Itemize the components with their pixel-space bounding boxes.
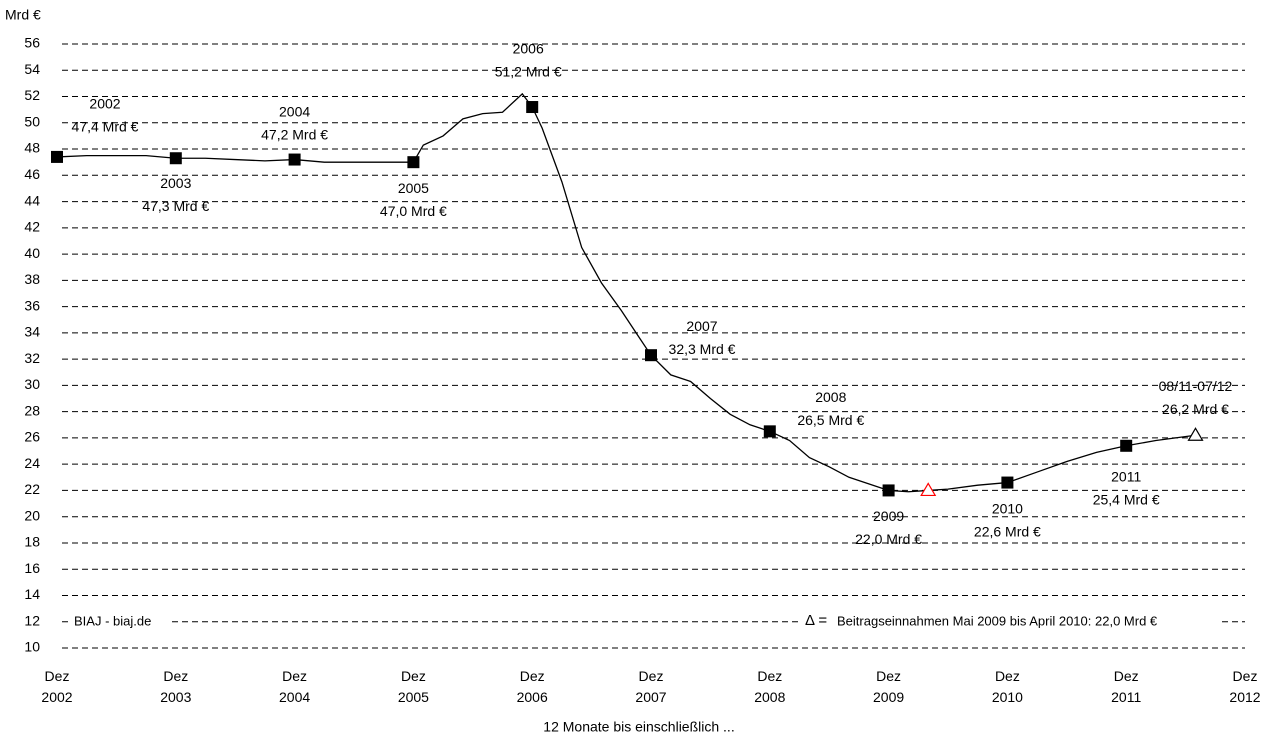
marker [1120, 439, 1133, 452]
point-label: 2011 [1111, 468, 1141, 484]
point-label: 2005 [398, 180, 429, 196]
y-tick-label: 56 [24, 35, 40, 51]
x-tick-label: Dez 2006 [516, 668, 548, 705]
x-axis-label: 12 Monate bis einschließlich ... [543, 719, 734, 735]
value-label: 22,6 Mrd € [974, 523, 1041, 539]
y-tick-label: 20 [24, 507, 40, 523]
x-tick-label: Dez 2010 [991, 668, 1023, 705]
point-label: 2008 [815, 389, 846, 405]
marker [169, 152, 182, 165]
value-label: 51,2 Mrd € [495, 64, 562, 80]
value-label: 26,5 Mrd € [797, 412, 864, 428]
y-tick-label: 48 [24, 140, 40, 156]
y-tick-label: 28 [24, 402, 40, 418]
y-tick-label: 40 [24, 245, 40, 261]
value-label: 32,3 Mrd € [669, 341, 736, 357]
value-label: 47,3 Mrd € [142, 198, 209, 214]
y-tick-label: 24 [24, 455, 40, 471]
y-tick-label: 42 [24, 219, 40, 235]
point-label: 2003 [160, 175, 191, 191]
note-symbol: Δ = [805, 612, 827, 629]
marker [407, 156, 420, 169]
source-bg [68, 611, 172, 633]
y-tick-label: 46 [24, 166, 40, 182]
point-label: 2002 [89, 96, 120, 112]
y-tick-label: 54 [24, 61, 40, 77]
end-marker [1187, 427, 1204, 441]
x-tick-label: Dez 2012 [1229, 668, 1261, 705]
note-bg [800, 609, 1222, 633]
x-tick-label: Dez 2004 [279, 668, 311, 705]
x-tick-label: Dez 2011 [1111, 668, 1142, 705]
source: BIAJ - biaj.de [74, 613, 151, 628]
x-tick-label: Dez 2003 [160, 668, 192, 705]
marker [526, 101, 539, 114]
point-label: 2007 [686, 318, 717, 334]
y-axis-label: Mrd € [5, 7, 41, 23]
line [56, 92, 1196, 493]
value-label: 26,2 Mrd € [1162, 401, 1229, 417]
note: Beitragseinnahmen Mai 2009 bis April 201… [837, 613, 1158, 628]
marker [1001, 476, 1014, 489]
y-tick-label: 44 [24, 192, 40, 208]
y-tick-label: 52 [24, 87, 40, 103]
marker [645, 349, 657, 362]
value-label: 25,4 Mrd € [1093, 491, 1160, 507]
marker [763, 425, 776, 438]
x-tick-label: Dez 2009 [873, 668, 905, 705]
y-tick-label: 10 [24, 639, 40, 655]
y-tick-label: 34 [24, 324, 40, 340]
marker [882, 484, 895, 497]
y-tick-label: 32 [24, 350, 40, 366]
point-label: 2004 [279, 103, 310, 119]
value-label: 47,2 Mrd € [261, 126, 328, 142]
x-tick-label: Dez 2002 [41, 668, 73, 705]
marker [51, 150, 63, 163]
value-label: 22,0 Mrd € [855, 531, 922, 547]
y-tick-label: 30 [24, 376, 40, 392]
point-label: 08/11-07/12 [1159, 378, 1233, 394]
point-label: 2006 [513, 41, 544, 57]
note-marker [920, 482, 937, 497]
point-label: 2009 [873, 508, 904, 524]
y-tick-label: 22 [24, 481, 40, 497]
y-tick-label: 14 [24, 586, 40, 602]
marker [288, 153, 301, 166]
y-tick-label: 50 [24, 113, 40, 129]
y-tick-label: 36 [24, 297, 40, 313]
x-tick-label: Dez 2008 [754, 668, 786, 705]
y-tick-label: 38 [24, 271, 40, 287]
y-tick-label: 16 [24, 560, 40, 576]
point-label: 2010 [992, 500, 1023, 516]
y-tick-label: 26 [24, 429, 40, 445]
value-label: 47,0 Mrd € [380, 203, 447, 219]
y-tick-label: 12 [24, 612, 40, 628]
value-label: 47,4 Mrd € [72, 119, 139, 135]
x-tick-label: Dez 2007 [635, 668, 667, 705]
y-tick-label: 18 [24, 534, 40, 550]
x-tick-label: Dez 2005 [397, 668, 429, 705]
